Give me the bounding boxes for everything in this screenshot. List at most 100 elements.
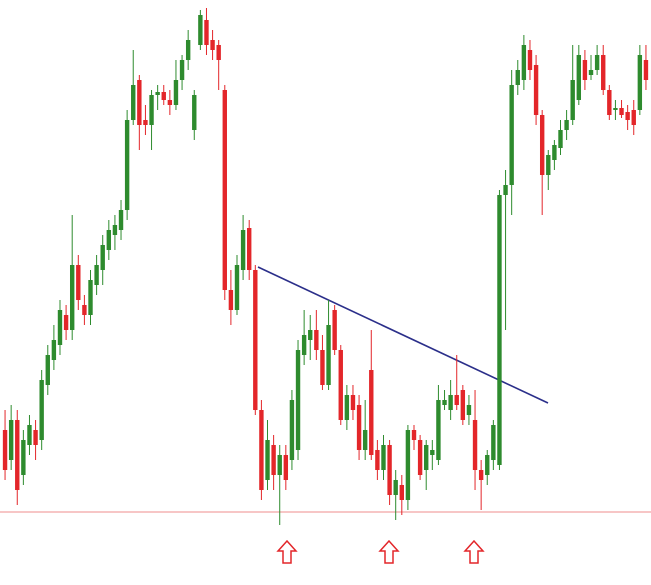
candle-body xyxy=(63,315,69,330)
candle-body xyxy=(82,305,87,315)
candle-body xyxy=(588,70,594,75)
candle-body xyxy=(88,280,93,315)
candle-body xyxy=(637,55,643,110)
candle-body xyxy=(106,230,112,250)
candle-body xyxy=(613,108,618,110)
candle-body xyxy=(314,330,319,350)
candle-body xyxy=(521,45,527,80)
candle-body xyxy=(564,120,569,130)
candle-body xyxy=(442,400,447,405)
candle-body xyxy=(271,445,276,475)
candle-body xyxy=(332,310,337,350)
candle-body xyxy=(503,185,508,195)
candle-body xyxy=(143,120,148,125)
candle-body xyxy=(234,265,240,310)
candle-body xyxy=(643,60,649,80)
candle-body xyxy=(601,55,606,90)
candle-body xyxy=(161,92,166,100)
candle-body xyxy=(619,108,624,115)
candle-body xyxy=(100,245,105,270)
candle-body xyxy=(167,100,173,105)
candle-body xyxy=(33,430,38,445)
candle-body xyxy=(27,425,32,445)
candle-body xyxy=(283,455,289,480)
candle-body xyxy=(405,430,411,500)
candle-body xyxy=(240,230,246,270)
candle-body xyxy=(491,425,496,460)
candle-body xyxy=(15,420,20,490)
candle-body xyxy=(460,390,466,420)
candle-body xyxy=(454,395,459,405)
candle-body xyxy=(631,110,636,125)
candle-body xyxy=(45,355,50,385)
up-arrow xyxy=(378,539,400,564)
candle-body xyxy=(466,405,472,415)
candle-body xyxy=(155,92,160,95)
candle-body xyxy=(539,115,545,175)
candle-body xyxy=(472,420,478,470)
candle-body xyxy=(625,112,630,120)
candle-body xyxy=(295,350,301,450)
candle-body xyxy=(131,85,136,120)
candle-body xyxy=(570,80,575,120)
candle-body xyxy=(247,228,252,270)
candle-body xyxy=(411,430,417,440)
candle-body xyxy=(338,350,343,420)
arrows xyxy=(276,539,485,564)
candle-body xyxy=(399,485,404,500)
candle-body xyxy=(326,325,331,385)
candle-body xyxy=(112,225,118,235)
candle-body xyxy=(448,395,453,410)
candle-body xyxy=(320,350,325,385)
candle-body xyxy=(576,55,582,100)
candle-body xyxy=(607,90,612,115)
up-arrow xyxy=(463,539,485,564)
candle-body xyxy=(57,310,63,345)
candle-body xyxy=(76,265,81,300)
candle-body xyxy=(582,60,588,80)
candle-body xyxy=(173,80,179,105)
candle-body xyxy=(253,270,258,410)
candle-body xyxy=(277,455,282,475)
candle-body xyxy=(259,410,264,490)
candle-body xyxy=(228,290,234,310)
candle-body xyxy=(362,430,368,450)
candle-body xyxy=(533,65,539,115)
candle-body xyxy=(478,470,484,480)
candle-body xyxy=(124,120,130,210)
candle-body xyxy=(204,20,209,45)
candle-body xyxy=(424,445,429,470)
candles xyxy=(2,8,649,525)
candle-body xyxy=(527,50,533,70)
candle-body xyxy=(393,480,398,495)
candle-body xyxy=(594,55,600,70)
candle-body xyxy=(198,15,203,45)
candle-body xyxy=(369,370,374,455)
candle-body xyxy=(308,330,313,340)
candle-body xyxy=(350,395,356,410)
candle-body xyxy=(430,450,435,455)
candle-body xyxy=(515,70,520,85)
candle-body xyxy=(546,155,551,175)
candle-body xyxy=(21,440,26,475)
candle-body xyxy=(137,80,142,125)
candle-body xyxy=(387,445,392,495)
candle-body xyxy=(51,340,57,360)
candle-body xyxy=(39,380,44,440)
candle-body xyxy=(179,60,185,80)
candle-body xyxy=(381,445,386,470)
candle-body xyxy=(356,405,362,450)
up-arrow xyxy=(276,539,298,564)
candle-body xyxy=(497,195,502,465)
candle-body xyxy=(216,45,221,60)
candle-body xyxy=(210,40,215,50)
candle-body xyxy=(344,395,350,420)
candle-body xyxy=(185,40,191,60)
candle-body xyxy=(2,430,8,470)
candle-body xyxy=(558,130,563,148)
candle-body xyxy=(552,145,557,160)
candle-body xyxy=(301,335,307,355)
candle-body xyxy=(265,440,270,480)
